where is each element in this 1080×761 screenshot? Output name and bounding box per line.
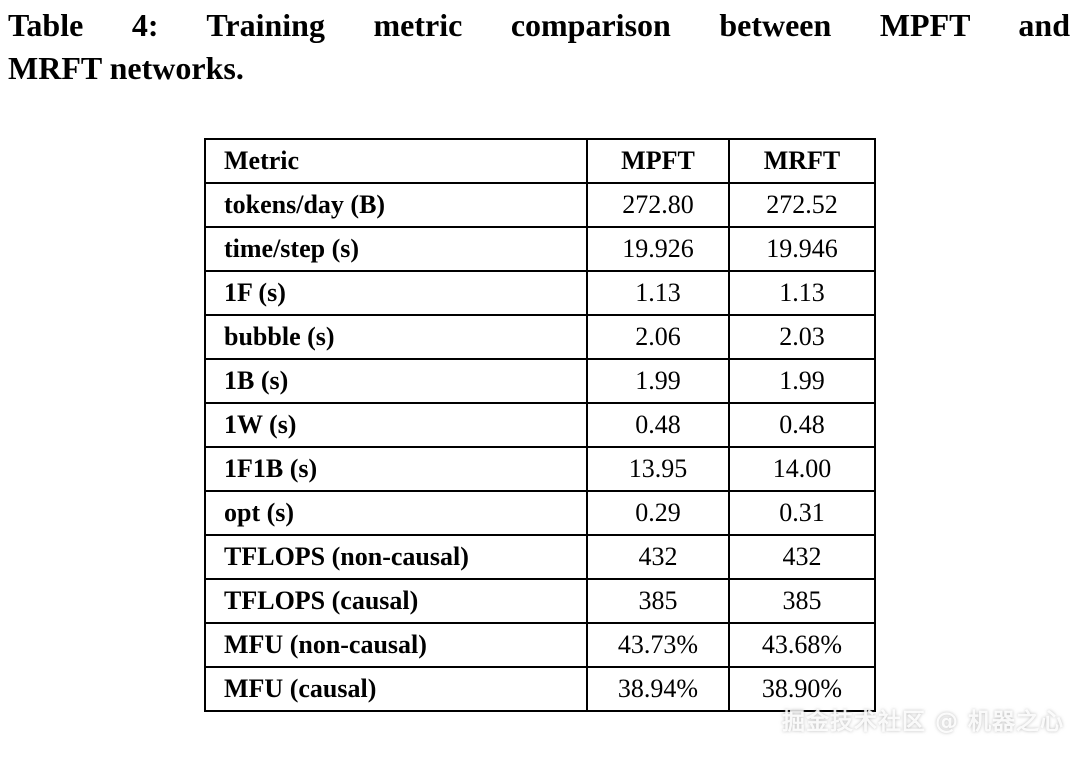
table-row: 1B (s) 1.99 1.99 (204, 358, 876, 405)
table-row: time/step (s) 19.926 19.946 (204, 226, 876, 273)
mrft-value-cell: 385 (728, 578, 876, 625)
mrft-value-cell: 1.13 (728, 270, 876, 317)
metric-cell: MFU (causal) (204, 666, 588, 713)
table-header: Metric MPFT MRFT (204, 138, 876, 185)
metric-cell: opt (s) (204, 490, 588, 537)
mpft-value-cell: 19.926 (586, 226, 730, 273)
header-metric: Metric (204, 138, 588, 185)
metric-cell: 1F1B (s) (204, 446, 588, 493)
mpft-value-cell: 38.94% (586, 666, 730, 713)
table-row: TFLOPS (causal) 385 385 (204, 578, 876, 625)
table-body: tokens/day (B) 272.80 272.52 time/step (… (204, 182, 876, 713)
table-row: MFU (causal) 38.94% 38.90% (204, 666, 876, 713)
mrft-value-cell: 1.99 (728, 358, 876, 405)
mrft-value-cell: 0.48 (728, 402, 876, 449)
metric-cell: tokens/day (B) (204, 182, 588, 229)
mrft-value-cell: 14.00 (728, 446, 876, 493)
mpft-value-cell: 43.73% (586, 622, 730, 669)
metric-cell: TFLOPS (causal) (204, 578, 588, 625)
mrft-value-cell: 43.68% (728, 622, 876, 669)
metric-cell: bubble (s) (204, 314, 588, 361)
table-row: 1W (s) 0.48 0.48 (204, 402, 876, 449)
mrft-value-cell: 2.03 (728, 314, 876, 361)
mpft-value-cell: 13.95 (586, 446, 730, 493)
table-row: tokens/day (B) 272.80 272.52 (204, 182, 876, 229)
table-caption: Table 4: Training metric comparison betw… (8, 4, 1070, 90)
metric-cell: time/step (s) (204, 226, 588, 273)
table-caption-line1: Table 4: Training metric comparison betw… (8, 7, 1070, 43)
table-row: opt (s) 0.29 0.31 (204, 490, 876, 537)
mrft-value-cell: 0.31 (728, 490, 876, 537)
table-header-row: Metric MPFT MRFT (204, 138, 876, 185)
metric-cell: 1W (s) (204, 402, 588, 449)
mrft-value-cell: 272.52 (728, 182, 876, 229)
metric-cell: 1F (s) (204, 270, 588, 317)
mpft-value-cell: 1.13 (586, 270, 730, 317)
table-row: bubble (s) 2.06 2.03 (204, 314, 876, 361)
metric-cell: 1B (s) (204, 358, 588, 405)
table-caption-line2: MRFT networks. (8, 50, 244, 87)
mpft-value-cell: 2.06 (586, 314, 730, 361)
training-metrics-table: Metric MPFT MRFT tokens/day (B) 272.80 2… (204, 138, 876, 713)
table-row: MFU (non-causal) 43.73% 43.68% (204, 622, 876, 669)
mrft-value-cell: 38.90% (728, 666, 876, 713)
mpft-value-cell: 0.29 (586, 490, 730, 537)
mpft-value-cell: 272.80 (586, 182, 730, 229)
mpft-value-cell: 385 (586, 578, 730, 625)
table-row: 1F1B (s) 13.95 14.00 (204, 446, 876, 493)
mpft-value-cell: 432 (586, 534, 730, 581)
mrft-value-cell: 432 (728, 534, 876, 581)
mpft-value-cell: 0.48 (586, 402, 730, 449)
metric-cell: TFLOPS (non-causal) (204, 534, 588, 581)
metric-cell: MFU (non-causal) (204, 622, 588, 669)
table-row: 1F (s) 1.13 1.13 (204, 270, 876, 317)
header-mpft: MPFT (586, 138, 730, 185)
header-mrft: MRFT (728, 138, 876, 185)
mpft-value-cell: 1.99 (586, 358, 730, 405)
table-row: TFLOPS (non-causal) 432 432 (204, 534, 876, 581)
mrft-value-cell: 19.946 (728, 226, 876, 273)
